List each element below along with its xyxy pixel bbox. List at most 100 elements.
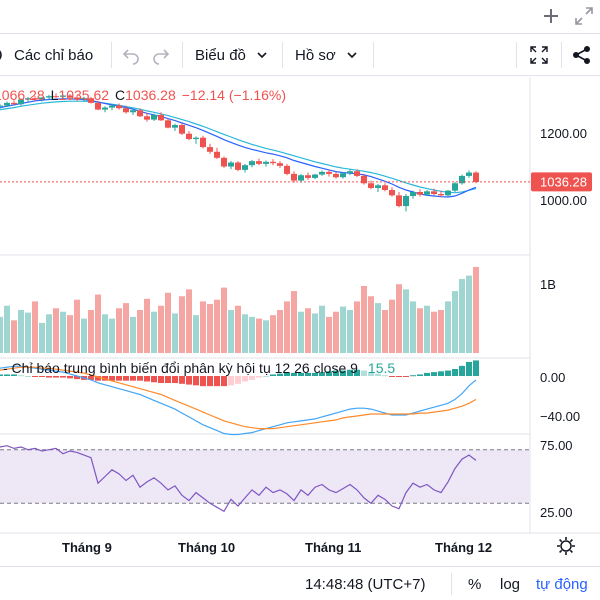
- toolbar-divider: [516, 42, 517, 68]
- candle: [396, 191, 402, 208]
- candle-body: [186, 133, 192, 140]
- volume-bar: [235, 305, 241, 353]
- volume-bar: [228, 310, 234, 353]
- candle-body: [102, 107, 108, 110]
- macd-histogram-bar: [53, 376, 59, 378]
- toolbar-divider: [111, 42, 112, 68]
- candle: [256, 158, 262, 166]
- candle: [95, 100, 101, 111]
- ohlc-open: 1066.28: [0, 87, 45, 103]
- macd-histogram-bar: [25, 376, 31, 377]
- macd-histogram-bar: [424, 372, 430, 376]
- macd-histogram-bar: [32, 376, 38, 377]
- candle-body: [452, 183, 458, 191]
- candle: [473, 171, 479, 184]
- chart-toolbar: Các chỉ báo Biểu đồ Hồ sơ: [0, 33, 600, 76]
- candle-body: [396, 195, 402, 207]
- percent-scale-toggle[interactable]: %: [468, 576, 482, 593]
- x-axis-label: Tháng 11: [305, 540, 361, 555]
- candle-body: [424, 191, 430, 195]
- candle: [235, 161, 241, 172]
- undo-button[interactable]: [121, 34, 141, 76]
- candle: [207, 143, 213, 154]
- volume-bar: [375, 303, 381, 353]
- candle-body: [291, 173, 297, 181]
- macd-histogram-bar: [375, 373, 381, 376]
- fullscreen-icon[interactable]: [572, 4, 596, 28]
- volume-bar: [4, 305, 10, 353]
- candle: [305, 172, 311, 180]
- volume-bar: [249, 316, 255, 353]
- redo-button[interactable]: [151, 34, 171, 76]
- macd-histogram-bar: [326, 371, 332, 376]
- macd-histogram-bar: [319, 372, 325, 376]
- auto-scale-toggle[interactable]: tự động: [536, 576, 588, 593]
- candle: [123, 105, 129, 114]
- macd-histogram-bar: [95, 376, 101, 381]
- candle: [109, 104, 115, 111]
- candle: [18, 98, 24, 106]
- ohlc-close: 1036.28: [125, 87, 176, 103]
- last-price-label: 1036.28: [531, 172, 592, 192]
- candle: [459, 174, 465, 185]
- fullscreen-button[interactable]: [529, 34, 549, 76]
- candle-body: [200, 137, 206, 148]
- candle: [158, 112, 164, 121]
- add-icon[interactable]: [539, 4, 563, 28]
- macd-histogram-bar: [459, 365, 465, 376]
- macd-histogram-bar: [256, 376, 262, 378]
- volume-bar: [452, 291, 458, 353]
- volume-bars: [0, 267, 479, 353]
- volume-bar: [340, 306, 346, 353]
- macd-histogram-bar: [431, 372, 437, 376]
- volume-bar: [347, 310, 353, 353]
- volume-bar: [466, 275, 472, 353]
- profile-dropdown[interactable]: Hồ sơ: [295, 34, 358, 76]
- svg-text:1036.28: 1036.28: [540, 174, 587, 189]
- macd-histogram-bar: [445, 370, 451, 376]
- volume-bar: [81, 318, 87, 353]
- candle: [263, 160, 269, 167]
- log-scale-toggle[interactable]: log: [500, 576, 521, 593]
- candle-body: [354, 171, 360, 176]
- chart-type-dropdown[interactable]: Biểu đồ: [195, 34, 268, 76]
- candle: [193, 136, 199, 144]
- volume-bar: [165, 292, 171, 353]
- macd-histogram-bar: [186, 376, 192, 385]
- candle: [277, 161, 283, 168]
- macd-histogram-bar: [347, 369, 353, 376]
- rsi-line: [0, 445, 477, 513]
- candle: [144, 112, 150, 122]
- candle: [361, 173, 367, 185]
- macd-histogram-bar: [389, 376, 395, 377]
- candle: [382, 183, 388, 192]
- candle-body: [25, 98, 31, 100]
- candle-body: [389, 189, 395, 196]
- volume-bar: [39, 322, 45, 353]
- volume-bar: [242, 314, 248, 353]
- macd-histogram-bar: [291, 372, 297, 376]
- volume-tick: 1B: [540, 277, 556, 292]
- candle-body: [242, 165, 248, 170]
- macd-histogram-bar: [473, 360, 479, 376]
- candle-body: [172, 124, 178, 128]
- indicators-button[interactable]: Các chỉ báo: [0, 34, 93, 76]
- volume-bar: [102, 314, 108, 353]
- candle-body: [382, 185, 388, 190]
- macd-histogram-bar: [466, 361, 472, 376]
- macd-histogram-bar: [109, 376, 115, 381]
- candle: [375, 183, 381, 192]
- macd-histogram-bar: [74, 376, 80, 380]
- candle: [291, 171, 297, 183]
- top-bar: [0, 0, 600, 32]
- candle-body: [361, 175, 367, 184]
- macd-histogram-bar: [4, 374, 10, 376]
- candle: [221, 156, 227, 168]
- macd-histogram-bar: [88, 376, 94, 380]
- candle-body: [284, 165, 290, 174]
- settings-icon[interactable]: [557, 537, 575, 555]
- toolbar-divider: [373, 42, 374, 68]
- share-button[interactable]: [572, 34, 592, 76]
